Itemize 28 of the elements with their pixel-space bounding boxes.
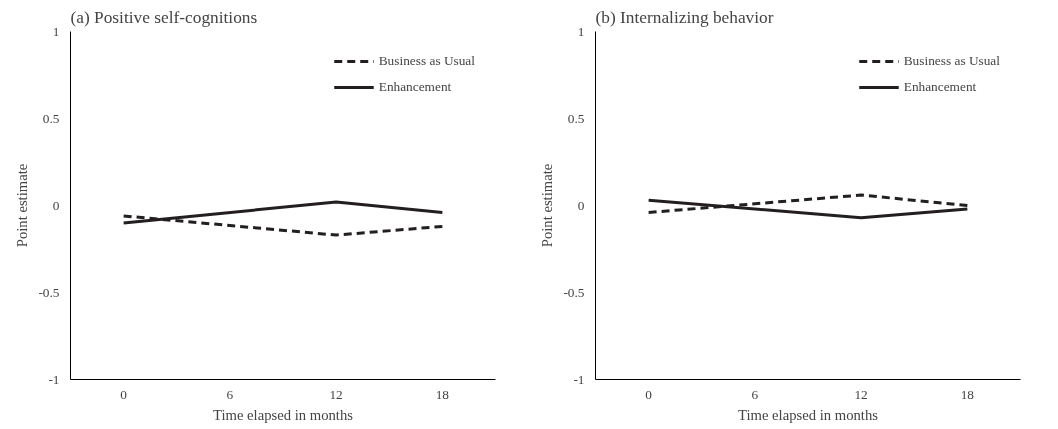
legend-label: Enhancement	[378, 79, 452, 95]
x-tick-label: 0	[120, 386, 128, 402]
x-tick-label: 12	[329, 386, 343, 402]
y-tick-label: 1	[577, 23, 585, 39]
legend-label: Business as Usual	[903, 53, 1000, 69]
chart-title: (b) Internalizing behavior	[595, 7, 774, 27]
y-tick-label: 0.5	[42, 110, 60, 126]
y-tick-label: -0.5	[563, 284, 585, 300]
x-axis-title: Time elapsed in months	[738, 406, 879, 423]
y-tick-label: -1	[48, 371, 60, 387]
x-axis-title: Time elapsed in months	[213, 406, 354, 423]
legend-label: Enhancement	[903, 79, 977, 95]
y-tick-label: -0.5	[38, 284, 60, 300]
y-tick-label: 0	[52, 197, 60, 213]
x-tick-label: 6	[751, 386, 759, 402]
y-axis-title: Point estimate	[539, 163, 556, 248]
x-tick-label: 6	[226, 386, 234, 402]
x-tick-label: 18	[960, 386, 975, 402]
y-tick-label: -1	[573, 371, 585, 387]
legend-label: Business as Usual	[378, 53, 475, 69]
x-tick-label: 0	[645, 386, 653, 402]
y-tick-label: 0	[577, 197, 585, 213]
y-tick-label: 0.5	[567, 110, 585, 126]
y-axis-title: Point estimate	[14, 163, 31, 248]
x-tick-label: 12	[854, 386, 868, 402]
y-tick-label: 1	[52, 23, 60, 39]
chart-title: (a) Positive self-cognitions	[70, 7, 258, 27]
x-tick-label: 18	[435, 386, 450, 402]
